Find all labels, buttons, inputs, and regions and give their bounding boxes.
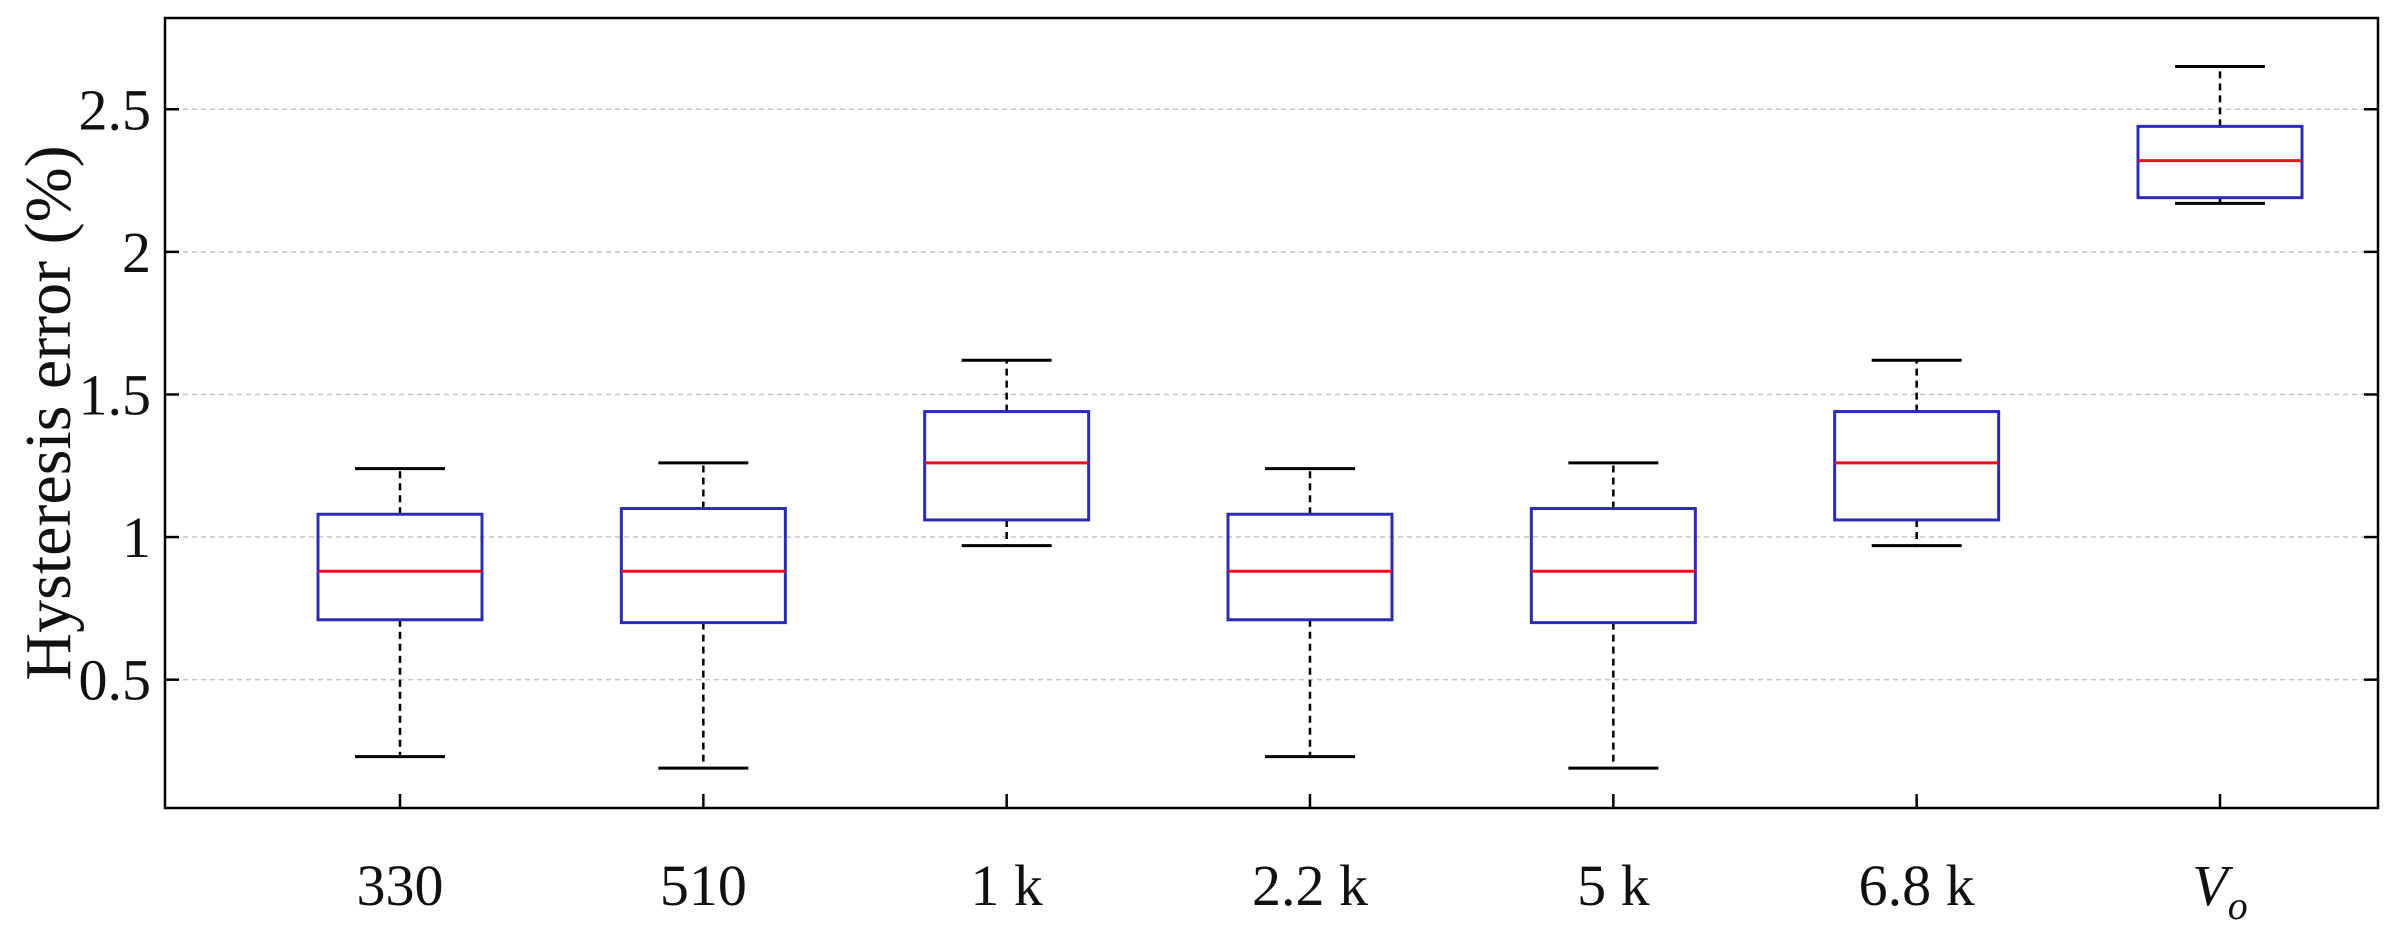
x-tick-label: 6.8 k [1859, 853, 1975, 918]
iqr-box [619, 507, 787, 625]
x-tick-label: 330 [357, 853, 444, 918]
iqr-box [1226, 512, 1394, 622]
x-tick-label: 510 [660, 853, 747, 918]
iqr-box [1833, 410, 2001, 522]
y-tick-label: 1 [122, 505, 151, 570]
x-tick-label: Vo [2192, 853, 2247, 928]
grid-layer [165, 108, 2378, 681]
plot-frame [163, 16, 2380, 810]
axis-layer: 0.5 1 1.5 2 2.5 330 510 1 k 2.2 k 5 k 6.8 k Vo [79, 16, 2380, 928]
y-axis-label: Hysteresis error (%) [12, 145, 85, 680]
y-tick-label: 2.5 [79, 77, 152, 142]
y-tick-label: 2 [122, 220, 151, 285]
iqr-box [1529, 507, 1697, 625]
y-tick-label: 1.5 [79, 362, 152, 427]
box-group-2.2k [1226, 467, 1394, 759]
iqr-box [923, 410, 1091, 522]
y-tick-label: 0.5 [79, 648, 152, 713]
x-tick-label: 1 k [970, 853, 1043, 918]
box-group-1k [923, 358, 1091, 548]
x-tick-label: 2.2 k [1252, 853, 1368, 918]
box-layer [316, 64, 2304, 770]
box-group-330 [316, 467, 484, 759]
box-group-510 [619, 461, 787, 770]
iqr-box [316, 512, 484, 622]
x-tick-label: 5 k [1577, 853, 1650, 918]
box-group-6.8k [1833, 358, 2001, 548]
box-group-vo [2136, 64, 2304, 205]
box-group-5k [1529, 461, 1697, 770]
